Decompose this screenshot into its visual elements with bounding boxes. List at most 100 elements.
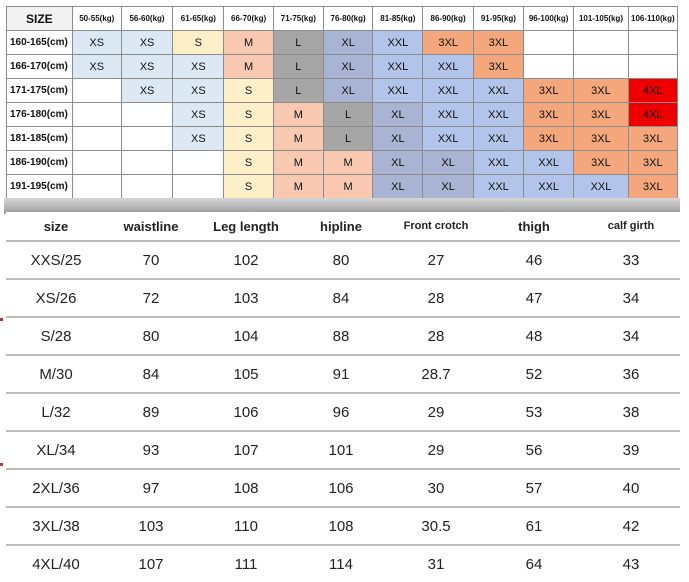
size-cell: XS (120, 30, 174, 55)
size-cell: L (272, 54, 324, 79)
size-cell: XL (372, 174, 424, 199)
measurement-cell: 47 (486, 279, 582, 318)
size-cell (573, 54, 629, 79)
height-label: 160-165(cm) (6, 30, 73, 55)
size-cell: L (322, 126, 374, 151)
size-cell (71, 150, 122, 175)
weight-header: 81-85(kg) (372, 6, 424, 31)
size-cell: XXL (472, 126, 525, 151)
size-cell: M (223, 30, 274, 55)
measurement-cell: 30 (386, 469, 486, 508)
weight-header: 66-70(kg) (223, 6, 274, 31)
size-cell: M (272, 126, 324, 151)
size-cell: XXL (523, 150, 575, 175)
measurement-cell: 39 (582, 431, 680, 470)
measurement-cell: 48 (486, 317, 582, 356)
size-cell: M (272, 174, 324, 199)
height-label: 166-170(cm) (6, 54, 73, 79)
measurement-cell: 84 (106, 355, 196, 394)
weight-header: 71-75(kg) (272, 6, 324, 31)
measurement-cell: 103 (196, 279, 296, 318)
height-label: 186-190(cm) (6, 150, 73, 175)
divider-bar (4, 198, 680, 214)
size-chart-row: 171-175(cm) XS XS S L XL XXL XXL XXL 3XL 3XL 4XL (6, 78, 679, 103)
size-cell: XS (120, 54, 174, 79)
size-cell (627, 30, 679, 55)
measurement-row: 3XL/38 103 110 108 30.5 61 42 (6, 507, 680, 546)
measurement-cell: M/30 (6, 355, 106, 394)
size-cell (71, 102, 122, 127)
size-chart-row: 191-195(cm) S M M XL XL XXL XXL XXL 3XL (6, 174, 679, 199)
edge-mark (0, 318, 3, 321)
measurement-cell: 36 (582, 355, 680, 394)
edge-mark (0, 463, 3, 466)
weight-header: 91-95(kg) (472, 6, 525, 31)
size-cell: XS (172, 126, 225, 151)
size-cell: XL (372, 126, 424, 151)
size-cell: L (272, 30, 324, 55)
measurement-header: thigh (486, 212, 582, 242)
size-cell: 3XL (523, 78, 575, 103)
size-corner-label: SIZE (6, 6, 73, 31)
measurement-cell: L/32 (6, 393, 106, 432)
measurement-cell: 28 (386, 317, 486, 356)
size-cell (120, 126, 174, 151)
measurement-header: size (6, 212, 106, 242)
size-cell: XXL (472, 174, 525, 199)
size-cell: 3XL (627, 174, 679, 199)
size-cell (172, 150, 225, 175)
measurement-row: 2XL/36 97 108 106 30 57 40 (6, 469, 680, 508)
measurement-cell: 56 (486, 431, 582, 470)
size-cell: S (223, 102, 274, 127)
measurement-cell: 29 (386, 393, 486, 432)
measurement-cell: 97 (106, 469, 196, 508)
measurement-cell: 89 (106, 393, 196, 432)
measurement-cell: 30.5 (386, 507, 486, 546)
measurement-cell: 105 (196, 355, 296, 394)
measurement-cell: 38 (582, 393, 680, 432)
size-cell: S (223, 126, 274, 151)
size-cell: XXL (372, 54, 424, 79)
height-label: 181-185(cm) (6, 126, 73, 151)
size-cell: 3XL (472, 30, 525, 55)
size-cell: 3XL (627, 126, 679, 151)
measurement-cell: 114 (329, 555, 353, 573)
measurement-row: XS/26 72 103 84 28 47 34 (6, 279, 680, 318)
measurement-table: size waistline Leg length hipline Front crot… (6, 212, 680, 582)
size-cell (120, 174, 174, 199)
size-cell: XXL (372, 78, 424, 103)
measurement-cell: 29 (386, 431, 486, 470)
size-chart-row: 181-185(cm) XS S M L XL XXL XXL 3XL 3XL 3XL (6, 126, 679, 151)
size-cell (523, 54, 575, 79)
size-cell: 3XL (573, 126, 629, 151)
size-cell: 3XL (523, 102, 575, 127)
size-cell: XL (372, 102, 424, 127)
size-cell: XS (172, 102, 225, 127)
size-cell: XXL (472, 102, 525, 127)
measurement-header: waistline (106, 212, 196, 242)
measurement-cell: 111 (234, 555, 258, 573)
weight-header: 50-55(kg) (71, 6, 122, 31)
size-cell: XL (422, 174, 474, 199)
size-chart-table: SIZE 50-55(kg) 56-60(kg) 61-65(kg) 66-70(kg)… (6, 6, 679, 199)
height-label: 191-195(cm) (6, 174, 73, 199)
measurement-cell: 110 (196, 507, 296, 546)
size-cell: L (272, 78, 324, 103)
size-cell: XL (322, 54, 374, 79)
size-cell (627, 54, 679, 79)
size-cell (172, 174, 225, 199)
measurement-cell: 103 (106, 507, 196, 546)
measurement-cell: 53 (486, 393, 582, 432)
measurement-row: 4XL/40 107 111 114 31 64 43 (6, 545, 680, 582)
measurement-header-row: size waistline Leg length hipline Front crot… (6, 212, 680, 242)
measurement-cell: 52 (486, 355, 582, 394)
size-chart-row: 166-170(cm) XS XS XS M L XL XXL XXL 3XL (6, 54, 679, 79)
measurement-cell: XS/26 (6, 279, 106, 318)
measurement-cell: 40 (582, 469, 680, 508)
size-cell: XL (372, 150, 424, 175)
size-chart-row: 176-180(cm) XS S M L XL XXL XXL 3XL 3XL 4XL (6, 102, 679, 127)
measurement-header: hipline (296, 212, 386, 242)
measurement-cell: 93 (106, 431, 196, 470)
size-cell (71, 174, 122, 199)
measurement-row: XXS/25 70 102 80 27 46 33 (6, 241, 680, 280)
